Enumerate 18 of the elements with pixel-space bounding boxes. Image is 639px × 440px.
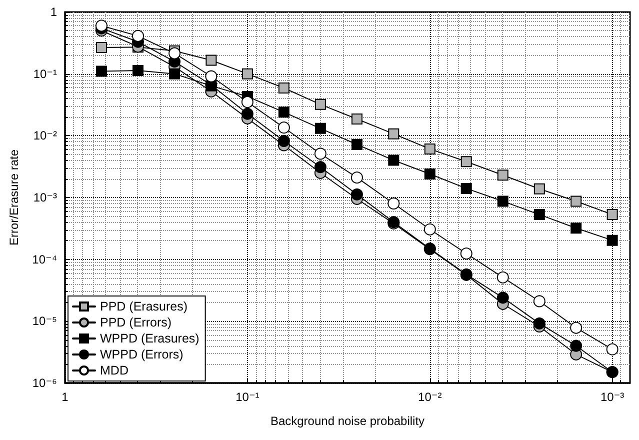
y-tick-label: 10⁻³ (33, 190, 57, 204)
y-tick-label: 10⁻¹ (33, 66, 57, 81)
legend-label: PPD (Errors) (100, 316, 172, 330)
x-tick-label: 1 (62, 390, 69, 404)
y-tick-label: 10⁻⁶ (32, 376, 58, 390)
y-tick-label: 10⁻⁴ (32, 252, 57, 266)
legend-label: WPPD (Erasures) (100, 332, 200, 346)
y-axis-title: Error/Erasure rate (7, 149, 21, 246)
legend-label: WPPD (Errors) (100, 348, 184, 362)
x-axis-title: Background noise probability (270, 414, 425, 428)
y-tick-label: 10⁻² (33, 128, 57, 143)
x-tick-label: 10⁻² (418, 390, 442, 404)
x-tick-label: 10⁻¹ (236, 390, 260, 404)
legend-label: PPD (Erasures) (100, 300, 188, 314)
x-tick-label: 10⁻³ (600, 390, 624, 404)
y-tick-label: 1 (50, 5, 58, 19)
legend-label: MDD (100, 364, 128, 378)
y-tick-label: 10⁻⁵ (32, 314, 58, 328)
